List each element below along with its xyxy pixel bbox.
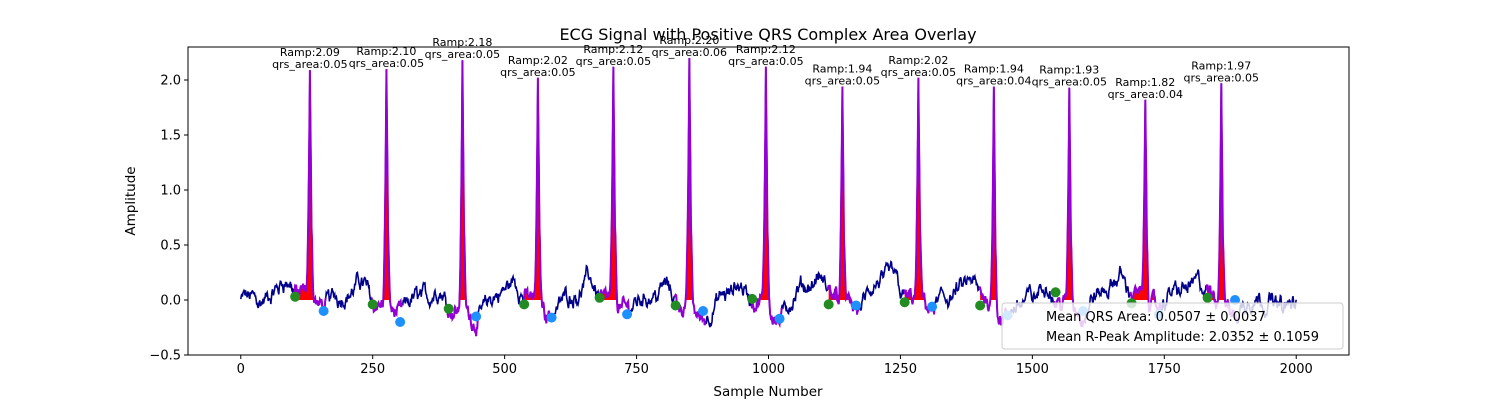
qrs-onset-marker xyxy=(670,300,681,311)
chart-title: ECG Signal with Positive QRS Complex Are… xyxy=(559,25,976,44)
qrs-area-label: qrs_area:0.05 xyxy=(1184,71,1259,84)
y-tick-label: 0.0 xyxy=(160,294,181,309)
qrs-area-fill xyxy=(1055,87,1084,300)
qrs-offset-marker xyxy=(395,317,406,327)
qrs-area-fill xyxy=(752,66,780,300)
r-amplitude-label: Ramp:2.10 xyxy=(356,45,416,58)
beat-annotations: Ramp:2.09qrs_area:0.05Ramp:2.10qrs_area:… xyxy=(272,34,1259,101)
qrs-segment-line xyxy=(370,68,403,318)
qrs-offset-marker xyxy=(927,301,938,312)
x-tick-label: 1250 xyxy=(884,362,917,377)
y-tick-label: 1.5 xyxy=(160,129,181,144)
x-tick-label: 250 xyxy=(360,362,385,377)
r-amplitude-label: Ramp:1.97 xyxy=(1191,59,1251,72)
qrs-segment-line xyxy=(446,60,480,337)
x-tick-label: 2000 xyxy=(1280,362,1313,377)
y-tick-label: 1.0 xyxy=(160,184,181,199)
x-tick-label: 750 xyxy=(624,362,649,377)
qrs-onset-marker xyxy=(899,297,910,308)
qrs-area-label: qrs_area:0.04 xyxy=(1108,88,1183,101)
x-axis-label: Sample Number xyxy=(713,384,823,400)
y-tick-label: 2.0 xyxy=(160,74,181,89)
qrs-offset-marker xyxy=(471,311,482,322)
qrs-area-fill xyxy=(828,86,857,300)
qrs-onset-marker xyxy=(1050,287,1061,298)
qrs-offset-marker xyxy=(546,312,557,323)
qrs-area-fill xyxy=(904,77,933,300)
r-amplitude-label: Ramp:2.20 xyxy=(659,34,719,47)
legend-box xyxy=(1001,302,1344,350)
qrs-area-label: qrs_area:0.05 xyxy=(1032,76,1107,89)
r-amplitude-label: Ramp:2.18 xyxy=(432,36,492,49)
x-tick-label: 0 xyxy=(237,362,245,377)
qrs-onset-marker xyxy=(594,292,605,303)
qrs-onset-marker xyxy=(975,300,986,311)
r-amplitude-label: Ramp:2.02 xyxy=(888,54,948,67)
plot-area xyxy=(239,57,1298,337)
qrs-area-fill xyxy=(1131,99,1160,300)
r-amplitude-label: Ramp:2.02 xyxy=(508,54,568,67)
qrs-area-label: qrs_area:0.05 xyxy=(728,55,803,68)
x-tick-label: 1750 xyxy=(1148,362,1181,377)
qrs-area-label: qrs_area:0.04 xyxy=(956,75,1031,88)
y-axis: −0.5 0.0 0.5 1.0 1.5 2.0 xyxy=(149,74,188,364)
qrs-area-fill xyxy=(980,86,1008,300)
y-tick-label: 0.5 xyxy=(160,239,181,254)
qrs-onset-marker xyxy=(443,303,454,314)
r-amplitude-label: Ramp:1.94 xyxy=(964,63,1024,76)
r-amplitude-label: Ramp:1.94 xyxy=(812,63,872,76)
qrs-area-label: qrs_area:0.05 xyxy=(272,58,347,71)
qrs-area-label: qrs_area:0.05 xyxy=(576,55,651,68)
x-axis: 0 250 500 750 1000 1250 1500 1750 2000 xyxy=(237,355,1313,377)
qrs-onset-marker xyxy=(747,293,758,304)
qrs-area-label: qrs_area:0.05 xyxy=(349,57,424,70)
qrs-onset-marker xyxy=(367,299,378,310)
qrs-offset-marker xyxy=(774,313,785,324)
qrs-area-label: qrs_area:0.05 xyxy=(805,75,880,88)
r-amplitude-label: Ramp:1.82 xyxy=(1115,76,1175,89)
signal-layer xyxy=(239,57,1298,337)
qrs-area-fill xyxy=(1207,83,1236,300)
x-tick-label: 1500 xyxy=(1016,362,1049,377)
legend-entry-qrs-area: Mean QRS Area: 0.0507 ± 0.0037 xyxy=(1046,310,1266,325)
qrs-offset-marker xyxy=(318,306,329,316)
legend-entry-r-peak: Mean R-Peak Amplitude: 2.0352 ± 0.1059 xyxy=(1046,330,1319,345)
qrs-area-label: qrs_area:0.05 xyxy=(425,48,500,61)
qrs-area-fill xyxy=(675,58,704,300)
qrs-area-label: qrs_area:0.06 xyxy=(652,46,727,59)
r-amplitude-label: Ramp:2.12 xyxy=(736,43,796,56)
qrs-area-fill xyxy=(524,77,552,300)
qrs-offset-marker xyxy=(698,306,709,316)
x-tick-label: 500 xyxy=(492,362,517,377)
qrs-segment-line xyxy=(522,77,555,324)
qrs-offset-marker xyxy=(622,309,633,320)
qrs-segment-line xyxy=(597,66,631,314)
qrs-area-label: qrs_area:0.05 xyxy=(500,66,575,79)
legend: Mean QRS Area: 0.0507 ± 0.0037 Mean R-Pe… xyxy=(1001,302,1344,350)
y-tick-label: −0.5 xyxy=(149,349,181,364)
qrs-area-fill xyxy=(448,60,477,301)
qrs-offset-marker xyxy=(851,300,862,311)
r-amplitude-label: Ramp:2.12 xyxy=(583,43,643,56)
r-amplitude-label: Ramp:2.09 xyxy=(280,46,340,59)
r-amplitude-label: Ramp:1.93 xyxy=(1039,64,1099,77)
qrs-onset-marker xyxy=(823,299,834,310)
qrs-onset-marker xyxy=(1202,292,1213,303)
y-axis-label: Amplitude xyxy=(123,166,139,235)
qrs-area-fill xyxy=(372,69,401,300)
qrs-onset-marker xyxy=(290,291,301,302)
qrs-area-label: qrs_area:0.05 xyxy=(881,66,956,79)
x-tick-label: 1000 xyxy=(752,362,785,377)
qrs-area-fill xyxy=(599,66,628,300)
qrs-onset-marker xyxy=(519,299,530,310)
